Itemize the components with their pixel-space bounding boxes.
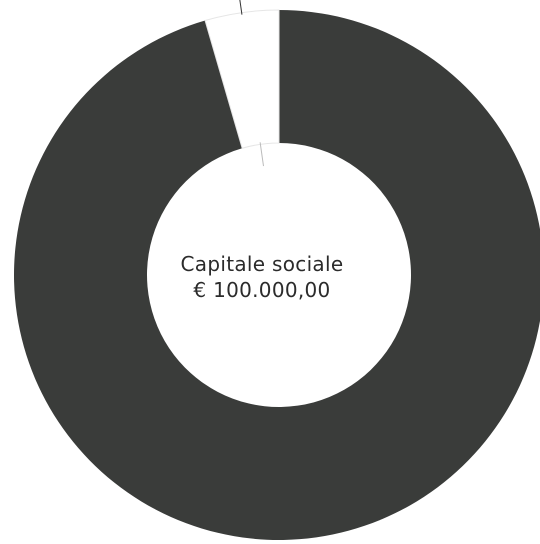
- center-label-title: Capitale sociale: [150, 252, 374, 276]
- inner-leader-slice-2: [260, 142, 263, 166]
- center-label-value: € 100.000,00: [150, 278, 374, 302]
